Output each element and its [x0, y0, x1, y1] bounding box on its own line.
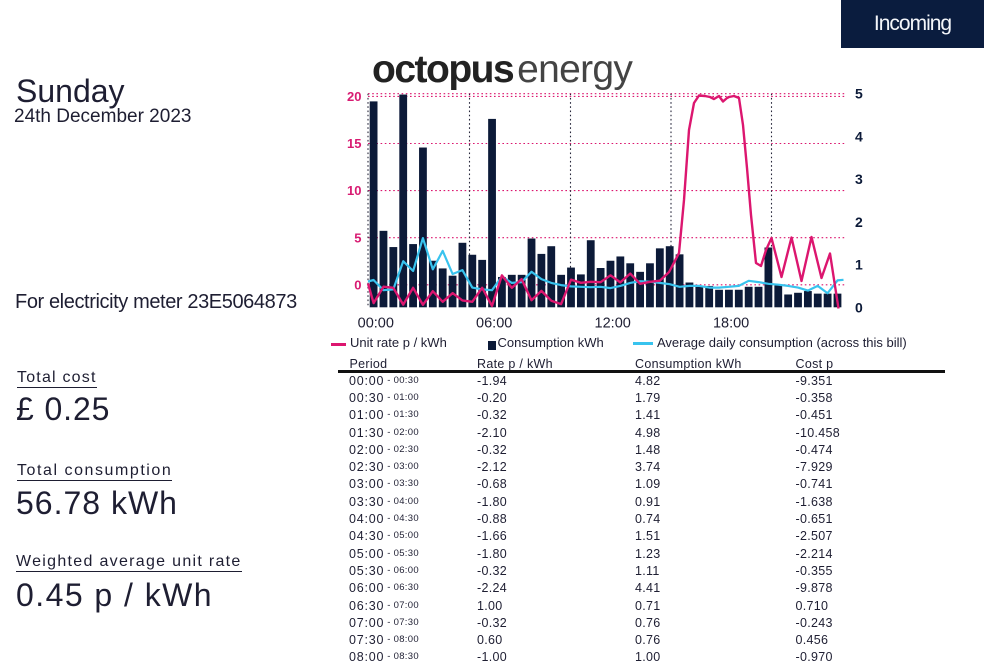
- svg-text:4: 4: [855, 128, 863, 144]
- svg-text:20: 20: [347, 89, 361, 104]
- svg-text:0: 0: [855, 299, 863, 315]
- svg-text:06:00: 06:00: [476, 316, 512, 332]
- svg-text:0: 0: [354, 277, 361, 292]
- svg-text:3: 3: [855, 171, 863, 187]
- svg-text:18:00: 18:00: [713, 316, 749, 332]
- svg-text:2: 2: [855, 214, 863, 230]
- svg-text:12:00: 12:00: [595, 316, 631, 332]
- svg-text:5: 5: [354, 230, 361, 245]
- svg-text:00:00: 00:00: [358, 316, 394, 332]
- svg-text:10: 10: [347, 183, 361, 198]
- svg-text:5: 5: [855, 86, 863, 102]
- svg-text:1: 1: [855, 257, 863, 273]
- svg-text:15: 15: [347, 136, 361, 151]
